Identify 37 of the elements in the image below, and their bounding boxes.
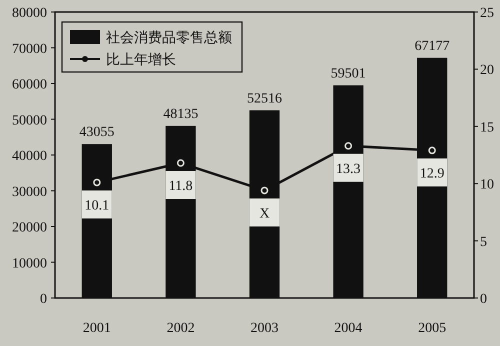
data-label: 10.1 xyxy=(84,198,110,214)
point xyxy=(260,186,268,194)
x-tick-label: 2001 xyxy=(82,321,111,336)
y-tick-label: 30000 xyxy=(12,184,47,200)
y-tick-label: 0 xyxy=(40,292,47,307)
x-tick-label: 2003 xyxy=(250,321,278,336)
data-label: 59501 xyxy=(330,66,366,82)
y-tick-label: 80000 xyxy=(12,6,47,21)
point xyxy=(428,146,436,154)
y-tick-label: 20000 xyxy=(12,220,47,236)
point xyxy=(93,178,101,186)
y-tick-label: 60000 xyxy=(12,78,47,92)
y-tick-label: 10000 xyxy=(12,256,47,272)
data-label: 11.8 xyxy=(168,179,193,194)
data-label: X xyxy=(259,206,270,222)
y2-tick-label: 15 xyxy=(480,120,494,136)
y-tick-label: 40000 xyxy=(12,149,47,164)
legend-label: 比上年增长 xyxy=(106,52,176,68)
data-label: 12.9 xyxy=(420,166,444,182)
data-label: 43055 xyxy=(79,125,114,140)
data-label: 48135 xyxy=(163,106,198,122)
y2-tick-label: 10 xyxy=(480,178,494,193)
y2-tick-label: 5 xyxy=(480,234,487,250)
legend-label: 社会消费品零售总额 xyxy=(106,30,232,46)
y-tick-label: 70000 xyxy=(12,42,47,57)
data-label: 67177 xyxy=(414,38,450,54)
point xyxy=(176,159,184,167)
data-label: 13.3 xyxy=(336,162,361,177)
point xyxy=(344,142,352,150)
y2-tick-label: 20 xyxy=(480,63,494,78)
x-tick-label: 2005 xyxy=(418,321,446,336)
y2-tick-label: 0 xyxy=(480,292,487,307)
x-tick-label: 2002 xyxy=(166,321,195,336)
y2-tick-label: 25 xyxy=(480,6,494,21)
data-label: 52516 xyxy=(247,91,282,106)
x-tick-label: 2004 xyxy=(334,321,362,336)
y-tick-label: 50000 xyxy=(12,113,47,128)
